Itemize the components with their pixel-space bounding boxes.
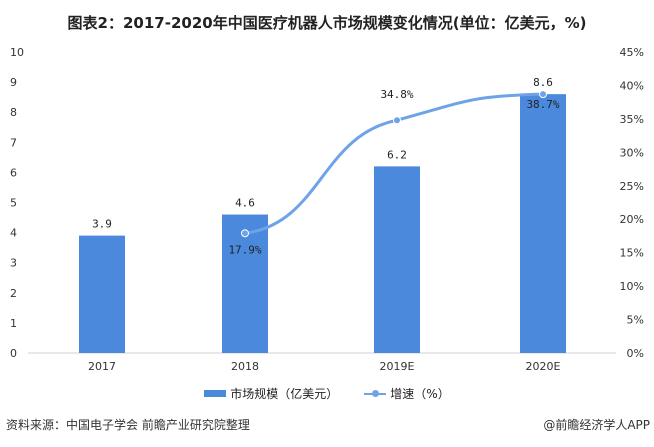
growth-point (539, 90, 547, 99)
legend: 市场规模（亿美元） 增速（%） (0, 385, 654, 402)
bar (79, 235, 125, 353)
y2-tick-label: 25% (620, 180, 644, 193)
y2-tick-label: 5% (627, 314, 644, 327)
y-tick-label: 0 (10, 347, 17, 360)
y-tick-label: 8 (10, 106, 17, 119)
y-tick-label: 2 (10, 287, 17, 300)
x-tick-label: 2018 (231, 360, 259, 373)
y2-tick-label: 20% (620, 213, 644, 226)
legend-item-bar: 市场规模（亿美元） (204, 385, 338, 402)
y2-tick-label: 0% (627, 347, 644, 360)
x-tick-label: 2017 (88, 360, 116, 373)
brand-credit: @前瞻经济学人APP (543, 418, 650, 432)
bar-data-label: 8.6 (533, 76, 553, 89)
growth-point (393, 116, 401, 125)
legend-label: 市场规模（亿美元） (230, 387, 339, 401)
legend-item-line: 增速（%） (364, 385, 450, 402)
legend-swatch-line (364, 389, 387, 397)
y-tick-label: 5 (10, 197, 17, 210)
bar-data-label: 4.6 (235, 197, 255, 210)
bar-data-label: 6.2 (387, 148, 407, 161)
bar-data-label: 3.9 (92, 218, 112, 231)
y2-tick-label: 40% (620, 79, 644, 92)
x-tick-label: 2020E (526, 360, 561, 373)
y2-tick-label: 10% (620, 280, 644, 293)
y-tick-label: 7 (10, 136, 17, 149)
bar (222, 214, 268, 353)
y2-tick-label: 30% (620, 146, 644, 159)
y-tick-label: 6 (10, 166, 17, 179)
y2-tick-label: 45% (620, 46, 644, 59)
y-tick-label: 1 (10, 317, 17, 330)
y-tick-label: 10 (10, 46, 24, 59)
growth-point (241, 229, 249, 238)
bar (374, 166, 420, 353)
y2-tick-label: 35% (620, 113, 644, 126)
growth-data-label: 34.8% (380, 88, 413, 101)
legend-label: 增速（%） (390, 387, 450, 401)
source-note: 资料来源：中国电子学会 前瞻产业研究院整理 (6, 418, 250, 432)
y-tick-label: 4 (10, 227, 17, 240)
x-tick-label: 2019E (380, 360, 415, 373)
bar (520, 94, 566, 353)
y-tick-label: 9 (10, 76, 17, 89)
growth-data-label: 17.9% (228, 243, 261, 256)
legend-swatch-bar (204, 390, 227, 397)
growth-data-label: 38.7% (526, 98, 559, 111)
chart-title: 图表2：2017-2020年中国医疗机器人市场规模变化情况(单位：亿美元，%) (67, 14, 587, 32)
y2-tick-label: 15% (620, 247, 644, 260)
y-tick-label: 3 (10, 257, 17, 270)
growth-line (244, 92, 544, 235)
